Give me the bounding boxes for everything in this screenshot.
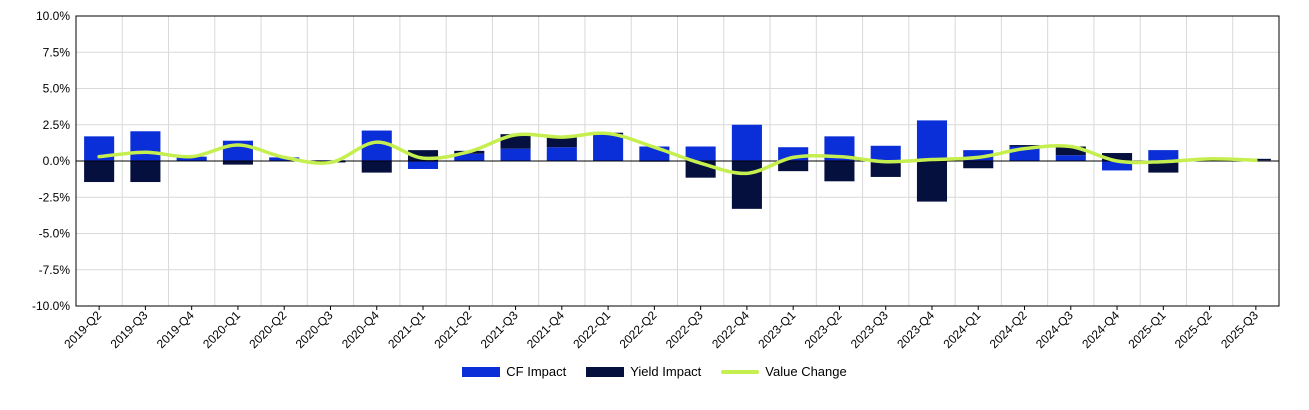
bar-yield-impact — [870, 161, 901, 177]
bar-cf-impact — [1055, 155, 1086, 161]
x-tick-label: 2021-Q4 — [524, 308, 567, 351]
x-tick-label: 2023-Q3 — [848, 308, 891, 351]
x-tick-label: 2021-Q1 — [385, 308, 428, 351]
bar-yield-impact — [1009, 145, 1040, 147]
x-tick-label: 2024-Q1 — [940, 308, 983, 351]
x-tick-label: 2023-Q1 — [755, 308, 798, 351]
x-tick-label: 2025-Q3 — [1218, 308, 1261, 351]
y-tick-label: -10.0% — [32, 299, 70, 313]
bar-yield-impact — [1102, 153, 1133, 161]
legend-item-yield-impact[interactable]: Yield Impact — [586, 364, 701, 379]
bar-yield-impact — [824, 161, 855, 182]
x-tick-label: 2025-Q1 — [1126, 308, 1169, 351]
y-tick-label: 2.5% — [43, 118, 71, 132]
legend: CF Impact Yield Impact Value Change — [0, 364, 1309, 379]
x-tick-label: 2025-Q2 — [1172, 308, 1215, 351]
legend-label-cf-impact: CF Impact — [506, 364, 567, 379]
bar-cf-impact — [407, 161, 439, 169]
x-tick-label: 2020-Q3 — [293, 308, 336, 351]
bar-cf-impact — [870, 145, 901, 161]
x-tick-label: 2024-Q4 — [1079, 308, 1122, 351]
bar-yield-impact — [130, 161, 161, 183]
bar-cf-impact — [731, 124, 762, 161]
x-tick-label: 2024-Q3 — [1033, 308, 1076, 351]
x-tick-label: 2019-Q2 — [61, 308, 104, 351]
bar-yield-impact — [778, 161, 809, 172]
bar-yield-impact — [361, 161, 392, 173]
bar-yield-impact — [407, 150, 439, 161]
bar-yield-impact — [963, 161, 994, 169]
x-tick-label: 2019-Q3 — [108, 308, 151, 351]
bar-yield-impact — [222, 161, 253, 165]
legend-swatch-yield-impact — [586, 366, 625, 377]
bar-yield-impact — [546, 137, 577, 148]
bar-cf-impact — [500, 148, 531, 161]
y-tick-label: 0.0% — [43, 154, 71, 168]
x-tick-label: 2023-Q4 — [894, 308, 937, 351]
bar-cf-impact — [176, 156, 207, 161]
bar-yield-impact — [84, 161, 115, 183]
x-tick-label: 2022-Q2 — [617, 308, 660, 351]
legend-item-value-change[interactable]: Value Change — [721, 364, 847, 379]
y-tick-label: -7.5% — [39, 263, 71, 277]
bar-cf-impact — [963, 150, 994, 161]
axis-layer: 10.0% 7.5% 5.0% 2.5% 0.0% -2.5% -5.0% -7.5% -10.… — [32, 9, 1280, 351]
x-tick-label: 2022-Q1 — [570, 308, 613, 351]
legend-swatch-value-change — [721, 369, 760, 374]
y-tick-label: -2.5% — [39, 190, 71, 204]
bar-cf-impact — [916, 120, 948, 161]
x-tick-label: 2020-Q1 — [200, 308, 243, 351]
legend-swatch-cf-impact — [462, 366, 501, 377]
bar-cf-impact — [685, 146, 716, 161]
bar-cf-impact — [546, 147, 577, 161]
bar-yield-impact — [1148, 161, 1179, 173]
bar-yield-impact — [731, 161, 762, 209]
legend-label-yield-impact: Yield Impact — [630, 364, 702, 379]
x-tick-label: 2020-Q2 — [246, 308, 289, 351]
x-tick-label: 2022-Q4 — [709, 308, 752, 351]
bar-cf-impact — [593, 134, 624, 161]
bar-cf-impact — [130, 131, 161, 161]
x-tick-label: 2021-Q3 — [478, 308, 521, 351]
legend-label-value-change: Value Change — [765, 364, 847, 379]
line-value-change — [97, 131, 1258, 176]
bar-cf-impact — [454, 153, 485, 161]
bar-cf-impact — [269, 157, 300, 161]
x-tick-label: 2023-Q2 — [802, 308, 845, 351]
bar-cf-impact — [1102, 161, 1133, 171]
line-layer — [97, 131, 1258, 176]
y-tick-label: 10.0% — [36, 9, 70, 23]
y-tick-label: 7.5% — [43, 45, 71, 59]
x-tick-label: 2024-Q2 — [987, 308, 1030, 351]
bar-cf-impact — [1148, 150, 1179, 161]
bar-yield-impact — [916, 161, 948, 202]
x-tick-label: 2022-Q3 — [663, 308, 706, 351]
legend-item-cf-impact[interactable]: CF Impact — [462, 364, 566, 379]
x-tick-label: 2019-Q4 — [154, 308, 197, 351]
plot-frame — [75, 15, 1280, 307]
x-tick-label: 2020-Q4 — [339, 308, 382, 351]
x-tick-label: 2021-Q2 — [431, 308, 474, 351]
y-tick-label: -5.0% — [39, 227, 71, 241]
y-tick-label: 5.0% — [43, 82, 71, 96]
bar-yield-impact — [1055, 146, 1086, 156]
